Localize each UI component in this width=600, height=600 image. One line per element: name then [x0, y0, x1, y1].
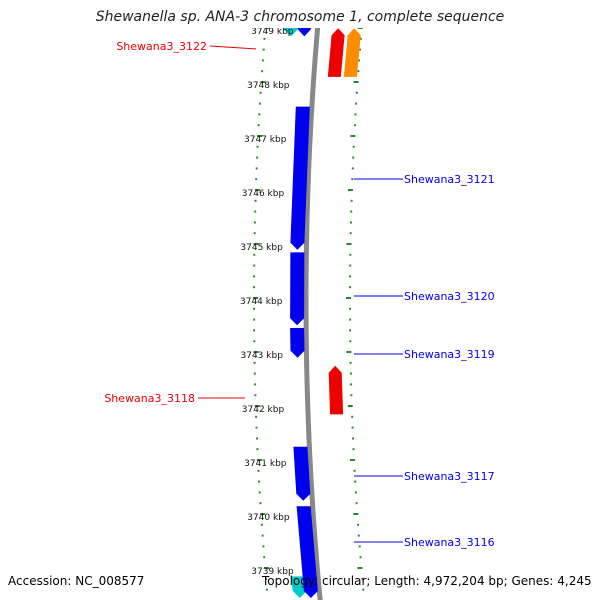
ruler-label: 3744 kbp — [240, 297, 283, 307]
gene-arrow — [290, 106, 310, 250]
ruler-label: 3741 kbp — [244, 459, 287, 469]
ruler-label: 3747 kbp — [244, 135, 287, 145]
gene-label: Shewana3_3116 — [404, 536, 495, 549]
gene-arrow — [290, 328, 305, 358]
leader-line — [209, 45, 257, 50]
position-ruler: 3749 kbp 3748 kbp 3747 kbp 3746 kbp 3745 kbp… — [240, 27, 294, 577]
gene-arrow — [327, 28, 345, 77]
ruler-label: 3742 kbp — [242, 405, 285, 415]
sequence-backbone — [303, 28, 323, 600]
gene-label: Shewana3_3117 — [404, 470, 495, 483]
gene-labels: Shewana3_3122 Shewana3_3121 Shewana3_3120 S… — [104, 40, 494, 549]
ruler-label: 3749 kbp — [251, 27, 294, 37]
gene-label: Shewana3_3118 — [104, 392, 195, 405]
gene-label: Shewana3_3120 — [404, 290, 495, 303]
ruler-label: 3745 kbp — [240, 243, 283, 253]
topology-label: Topology: circular; Length: 4,972,204 bp… — [262, 574, 592, 588]
map-title: Shewanella sp. ANA-3 chromosome 1, compl… — [95, 9, 505, 25]
gene-label: Shewana3_3122 — [116, 40, 207, 53]
tick-marks — [253, 28, 365, 591]
gene-arrow — [296, 506, 318, 598]
feature-track — [283, 28, 361, 598]
gene-arrow — [290, 252, 305, 326]
gene-arrow — [297, 28, 311, 37]
gene-arrow — [328, 365, 344, 415]
ruler-label: 3746 kbp — [242, 189, 285, 199]
accession-label: Accession: NC_008577 — [8, 574, 145, 588]
gene-label: Shewana3_3119 — [404, 348, 495, 361]
gene-arrow — [293, 446, 311, 501]
gene-label: Shewana3_3121 — [404, 173, 495, 186]
ruler-label: 3743 kbp — [241, 351, 284, 361]
ruler-label: 3739 kbp — [251, 567, 294, 577]
gene-arrow — [283, 28, 298, 37]
gene-arrow — [290, 576, 307, 598]
ruler-label: 3740 kbp — [247, 513, 290, 523]
ruler-label: 3748 kbp — [247, 81, 290, 91]
gene-arrow — [343, 28, 361, 77]
